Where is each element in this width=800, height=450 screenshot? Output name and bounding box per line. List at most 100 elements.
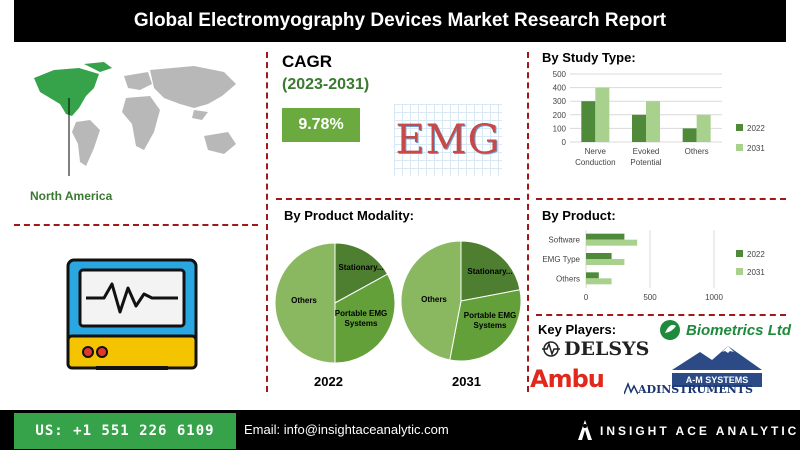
divider-right xyxy=(527,52,529,392)
bar-2031-1 xyxy=(646,101,660,142)
legend-swatch-2031 xyxy=(736,144,743,151)
delsys-logo: DELSYS xyxy=(540,338,649,360)
bar-2031-2 xyxy=(696,114,711,142)
hbar-2022-1 xyxy=(586,253,612,259)
x-tick-label: 1000 xyxy=(705,293,723,302)
south-america-shape xyxy=(72,120,100,166)
world-map xyxy=(34,62,236,176)
legend-label-2022: 2022 xyxy=(747,124,765,133)
pie-slice-0 xyxy=(334,242,389,304)
cagr-period: (2023-2031) xyxy=(282,76,370,93)
study-type-chart: 0 100 200 300 400 500 Nerve Conduction Evoked Pot… xyxy=(553,70,766,167)
australia-shape xyxy=(204,132,236,154)
pie-label-1: Systems xyxy=(474,321,507,330)
divider-product xyxy=(536,314,786,316)
product-modality-title: By Product Modality: xyxy=(284,208,415,223)
africa-shape xyxy=(122,96,160,150)
x-tick-label: Potential xyxy=(630,158,661,167)
pie-label-0: Stationary... xyxy=(338,263,383,272)
adinstruments-text: ADINSTRUMENTS xyxy=(638,383,753,396)
pie-label-1: Portable EMG xyxy=(464,311,516,320)
y-tick-label: Software xyxy=(548,236,580,245)
region-label: North America xyxy=(30,189,113,203)
pie-label-0: Stationary... xyxy=(467,267,512,276)
hbar-2031-0 xyxy=(586,239,638,246)
se-asia-shape xyxy=(192,110,208,120)
hbar-2022-0 xyxy=(586,233,625,240)
x-tick-label: Conduction xyxy=(575,158,615,167)
pie-year-2022: 2022 xyxy=(314,374,343,389)
phone-number[interactable]: US: +1 551 226 6109 xyxy=(14,413,236,449)
emg-logo: EMG xyxy=(394,104,502,176)
x-tick-label: Others xyxy=(685,147,709,156)
pie-slice-2 xyxy=(274,242,336,364)
pie-year-2031: 2031 xyxy=(452,374,481,389)
emg-logo-text: EMG xyxy=(395,117,501,163)
x-tick-label: 500 xyxy=(643,293,657,302)
hbar-2031-2 xyxy=(586,278,612,285)
legend-swatch-2022 xyxy=(736,250,743,257)
y-tick-label: 0 xyxy=(562,138,567,147)
delsys-wave-icon xyxy=(542,341,560,357)
asia-shape xyxy=(150,66,236,108)
am-systems-text: A-M SYSTEMS xyxy=(672,373,762,387)
delsys-text: DELSYS xyxy=(564,338,650,360)
pie-slice-0 xyxy=(460,240,521,302)
y-tick-label: 100 xyxy=(553,124,567,133)
x-tick-label: Evoked xyxy=(633,147,660,156)
bar-2031-0 xyxy=(595,87,610,142)
biometrics-leaf-icon xyxy=(660,320,680,340)
y-tick-label: Others xyxy=(556,274,580,283)
insightace-logo-icon xyxy=(578,420,592,440)
brand-name: INSIGHT ACE ANALYTIC xyxy=(600,424,800,438)
key-players-title: Key Players: xyxy=(538,322,617,337)
pie-label-2: Others xyxy=(421,295,447,304)
y-tick-label: 200 xyxy=(553,111,567,120)
y-tick-label: 300 xyxy=(553,97,567,106)
legend-label-2022: 2022 xyxy=(747,250,765,259)
hbar-2022-2 xyxy=(586,272,599,279)
y-tick-label: 400 xyxy=(553,84,567,93)
pie-label-1: Systems xyxy=(345,319,378,328)
divider-study xyxy=(536,198,786,200)
biometrics-logo: Biometrics Ltd xyxy=(658,318,791,342)
legend-label-2031: 2031 xyxy=(747,144,765,153)
product-title: By Product: xyxy=(542,208,616,223)
legend-label-2031: 2031 xyxy=(747,268,765,277)
legend-swatch-2022 xyxy=(736,124,743,131)
cagr-value-badge: 9.78% xyxy=(282,108,360,142)
email-contact[interactable]: Email: info@insightaceanalytic.com xyxy=(244,422,449,437)
pie-label-2: Others xyxy=(291,296,317,305)
bar-2022-0 xyxy=(581,101,596,142)
y-tick-label: EMG Type xyxy=(542,255,580,264)
am-systems-logo: A-M SYSTEMS xyxy=(672,346,762,387)
greenland-shape xyxy=(84,62,112,72)
hbar-2031-1 xyxy=(586,259,625,265)
pie-label-1: Portable EMG xyxy=(335,309,387,318)
adinstruments-logo: ADINSTRUMENTS xyxy=(624,382,753,396)
pie-slice-2 xyxy=(400,240,462,361)
cagr-title: CAGR xyxy=(282,52,333,71)
north-america-shape xyxy=(34,68,99,116)
y-tick-label: 500 xyxy=(553,70,567,79)
divider-left xyxy=(266,52,268,392)
cagr-value: 9.78% xyxy=(298,116,344,133)
legend-swatch-2031 xyxy=(736,268,743,275)
divider-map xyxy=(14,224,258,226)
x-tick-label: 0 xyxy=(584,293,589,302)
am-systems-mountain-icon xyxy=(672,346,762,370)
pie-slice-1 xyxy=(449,289,522,362)
pie-slice-1 xyxy=(334,273,396,364)
bar-2022-1 xyxy=(632,114,646,142)
biometrics-text: Biometrics Ltd xyxy=(686,321,792,339)
report-title: Global Electromyography Devices Market R… xyxy=(14,0,786,42)
product-chart: 0 500 1000 Software EMG Type Others 2022 2031 xyxy=(542,230,765,302)
bar-2022-2 xyxy=(682,128,697,142)
study-type-title: By Study Type: xyxy=(542,50,636,65)
adinstruments-wave-icon xyxy=(624,382,638,395)
ambu-logo: Ambu xyxy=(530,365,605,393)
emg-monitor-icon xyxy=(66,258,198,370)
x-tick-label: Nerve xyxy=(585,147,607,156)
